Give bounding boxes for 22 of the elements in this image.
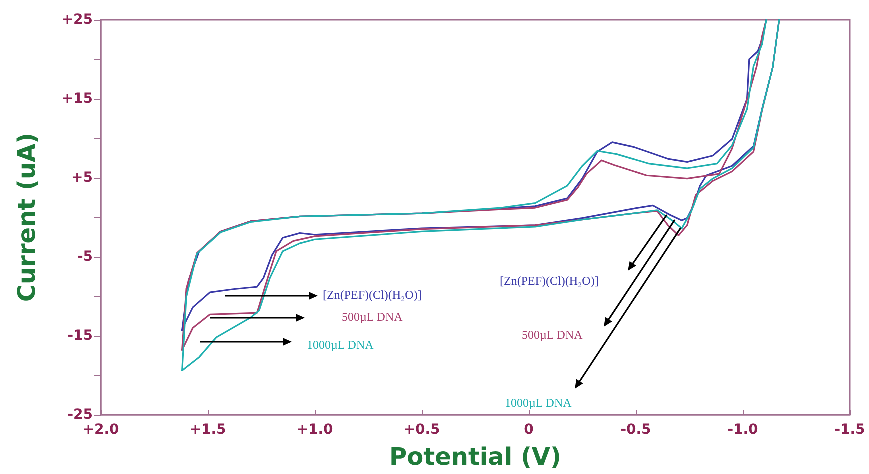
text: [Zn(PEF)(Cl)(H₂O)] [323, 288, 422, 302]
x-tick-label: -0.5 [620, 422, 652, 438]
text: 1000µL DNA [505, 396, 572, 410]
y-tick-label: -15 [68, 328, 93, 344]
x-tick-label: +1.0 [296, 422, 334, 438]
text: [Zn(PEF)(Cl)(H₂O)] [500, 274, 599, 288]
x-tick-label: -1.0 [728, 422, 759, 438]
x-tick-label: +2.0 [82, 422, 120, 438]
y-tick-label: +25 [62, 12, 93, 28]
x-axis-title: Potential (V) [390, 443, 562, 471]
y-tick-label: -25 [68, 407, 93, 423]
text: 500µL DNA [342, 310, 404, 324]
x-tick-label: -1.5 [834, 422, 866, 438]
y-tick-label: +5 [72, 170, 93, 186]
text: 1000µL DNA [307, 338, 374, 352]
y-axis-title: Current (uA) [13, 132, 41, 302]
x-tick-label: +0.5 [404, 422, 440, 438]
y-tick-label: -5 [77, 249, 93, 265]
y-tick-label: +15 [62, 91, 93, 107]
x-tick-label: +1.5 [190, 422, 226, 438]
text: 500µL DNA [522, 328, 583, 342]
x-tick-label: 0 [524, 422, 534, 438]
